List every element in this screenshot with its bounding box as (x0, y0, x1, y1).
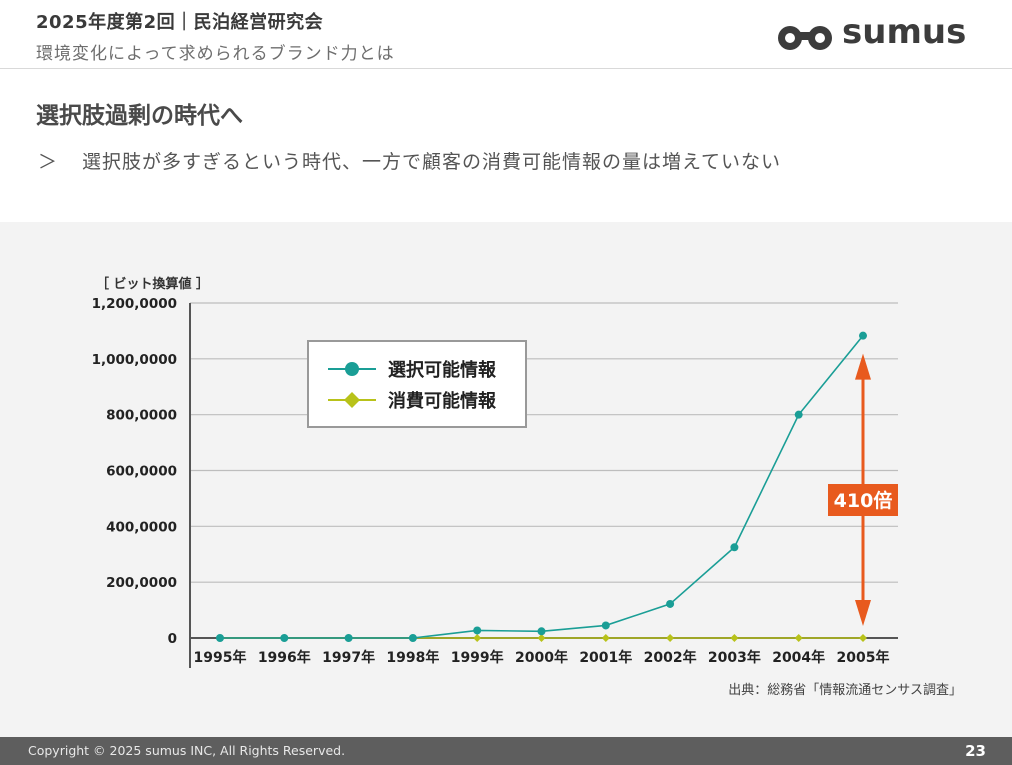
x-tick-label: 1999年 (451, 649, 504, 666)
data-point (859, 331, 867, 340)
data-point (730, 543, 739, 552)
slide-footer: Copyright © 2025 sumus INC, All Rights R… (0, 737, 1012, 765)
y-tick-label: 1,200,0000 (92, 296, 177, 312)
x-tick-label: 2004年 (772, 649, 825, 666)
y-tick-label: 400,0000 (106, 519, 177, 535)
data-point (666, 599, 675, 608)
copyright-text: Copyright © 2025 sumus INC, All Rights R… (28, 743, 346, 758)
data-point (601, 634, 610, 642)
series-group (216, 331, 867, 642)
series-choice (216, 331, 867, 642)
data-point (473, 626, 482, 635)
data-point (794, 410, 803, 419)
x-tick-label: 1998年 (386, 649, 439, 666)
grid-lines (190, 302, 898, 583)
header-subtitle: 環境変化によって求められるブランド力とは (36, 44, 395, 64)
data-point (666, 634, 675, 642)
y-tick-label: 800,0000 (106, 408, 177, 424)
data-point (473, 634, 482, 642)
header-title: 2025年度第2回｜民泊経営研究会 (36, 12, 324, 33)
data-point (730, 634, 739, 642)
legend-label-consume: 消費可能情報 (388, 390, 497, 412)
section-title: 選択肢過剰の時代へ (36, 103, 243, 129)
data-point (794, 634, 803, 642)
y-tick-label: 0 (168, 631, 177, 647)
legend-box (307, 340, 527, 428)
line-chart: ［ ビット換算値 ］ 0 200,0000 400,0000 600,0000 800,… (92, 276, 962, 698)
data-point (537, 627, 546, 636)
x-tick-label: 1997年 (322, 649, 375, 666)
y-unit-label: ［ ビット換算値 ］ (96, 276, 209, 292)
y-tick-label: 200,0000 (106, 575, 177, 591)
legend-marker-consume (344, 392, 360, 408)
y-tick-label: 1,000,0000 (92, 352, 177, 368)
sumus-logo-icon (778, 26, 832, 50)
annotation-arrowhead-up (855, 353, 871, 380)
data-point (408, 634, 417, 642)
chart-legend: 選択可能情報 消費可能情報 (307, 340, 527, 428)
x-tick-label: 2005年 (837, 649, 890, 666)
axes: 0 200,0000 400,0000 600,0000 800,0000 1,000,0… (92, 296, 898, 668)
x-tick-label: 2003年 (708, 649, 761, 666)
y-tick-label: 600,0000 (106, 464, 177, 480)
source-note: 出典：総務省「情報流通センサス調査」 (728, 683, 962, 698)
x-tick-label: 2000年 (515, 649, 568, 666)
logo-wordmark: sumus (842, 12, 967, 52)
sumus-logo: sumus (776, 12, 966, 58)
x-tick-label: 2001年 (579, 649, 632, 666)
annotation-badge (828, 484, 898, 516)
data-point (859, 634, 867, 642)
annotation-label: 410倍 (834, 489, 893, 512)
bullet-text: 選択肢が多すぎるという時代、一方で顧客の消費可能情報の量は増えていない (82, 151, 782, 173)
data-point (280, 634, 289, 642)
legend-label-choice: 選択可能情報 (388, 359, 497, 381)
data-point (537, 634, 546, 642)
bullet-marker: ＞ (38, 151, 59, 173)
slide-header: 2025年度第2回｜民泊経営研究会 環境変化によって求められるブランド力とは s… (0, 0, 1012, 69)
x-tick-label: 2002年 (644, 649, 697, 666)
page-number: 23 (965, 742, 986, 760)
x-tick-label: 1996年 (258, 649, 311, 666)
data-point (344, 634, 353, 642)
data-point (216, 634, 224, 642)
annotation-arrowhead-down (855, 600, 871, 626)
bullet-point: ＞ 選択肢が多すぎるという時代、一方で顧客の消費可能情報の量は増えていない (38, 147, 781, 174)
chart-panel: ［ ビット換算値 ］ 0 200,0000 400,0000 600,0000 800,… (0, 222, 1012, 737)
data-point (601, 621, 610, 630)
legend-marker-choice (345, 362, 359, 376)
x-tick-label: 1995年 (194, 649, 247, 666)
growth-annotation: 410倍 (828, 353, 898, 626)
